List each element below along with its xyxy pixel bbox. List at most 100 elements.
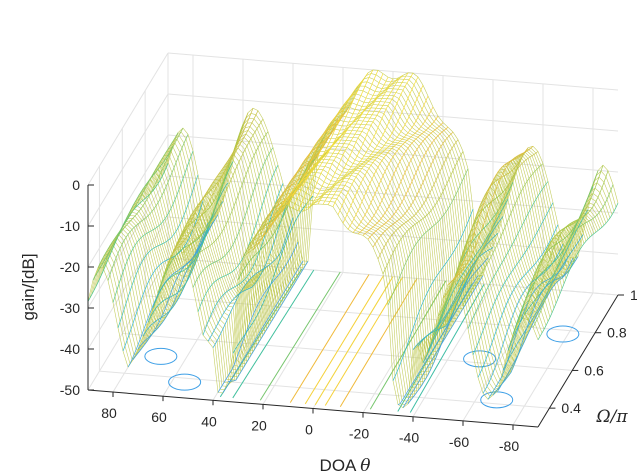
contour-loop: [463, 350, 497, 368]
mesh-column: [392, 208, 474, 381]
mesh-column: [307, 76, 389, 210]
mesh-column: [102, 127, 184, 268]
x-tick-label: -60: [449, 434, 469, 450]
mesh-column: [222, 260, 304, 394]
mesh-column: [462, 163, 544, 305]
mesh-column: [92, 145, 174, 281]
mesh-column: [347, 95, 429, 230]
x-axis-ticks: 80 60 40 20 0 -20 -40 -60 -80: [101, 392, 519, 454]
y-tick-label: 0.8: [607, 325, 627, 341]
mesh-column: [402, 275, 484, 408]
mesh-column: [427, 198, 509, 352]
floor-gridline: [112, 259, 194, 393]
mesh-column: [202, 183, 284, 336]
mesh-column: [232, 195, 314, 354]
mesh-column: [452, 145, 534, 281]
mesh-column: [242, 139, 324, 258]
z-tick-label: -40: [60, 341, 80, 357]
mesh-column: [382, 151, 464, 275]
y-tick-label: 0.4: [561, 400, 581, 416]
mesh-column: [122, 200, 204, 352]
mesh-column: [312, 78, 394, 205]
mesh-column: [337, 76, 419, 216]
surface-mesh: [87, 69, 619, 409]
wall-gridline: [87, 175, 169, 309]
mesh-column: [477, 224, 559, 378]
x-tick-label: 80: [101, 405, 117, 421]
mesh-column: [287, 72, 369, 206]
mesh-column: [372, 131, 454, 248]
y-axis-line: [537, 294, 619, 428]
contour-line: [339, 278, 418, 408]
mesh-column: [322, 75, 404, 205]
y-axis-label: Ω/π: [596, 407, 629, 427]
y-tick-label: 0.6: [584, 362, 604, 378]
mesh-column: [172, 108, 254, 253]
contour-line: [304, 275, 384, 405]
mesh-column: [197, 165, 279, 312]
mesh-column: [107, 134, 189, 281]
z-tick-label: -30: [60, 300, 80, 316]
mesh-column: [472, 202, 554, 355]
mesh-column: [177, 110, 259, 249]
mesh-column: [332, 72, 414, 207]
floor-gridline: [362, 280, 444, 413]
mesh-column: [447, 147, 529, 285]
mesh-column: [97, 132, 179, 268]
mesh-column: [527, 170, 609, 320]
mesh-column: [502, 234, 584, 371]
mesh-column: [397, 275, 479, 405]
contour-loop: [144, 347, 178, 365]
floor-gridline: [462, 288, 544, 422]
contour-loop: [168, 373, 202, 391]
floor-gridline: [512, 292, 594, 426]
mesh-column: [317, 77, 399, 205]
floor-gridline: [162, 263, 244, 397]
z-axis-ticks: 0 -10 -20 -30 -40 -50: [60, 177, 94, 398]
wall-gridline: [87, 134, 169, 268]
wall-gridline: [167, 52, 619, 91]
mesh-column: [342, 85, 424, 224]
mesh-column: [267, 108, 349, 228]
wall-gridline: [167, 134, 619, 173]
x-tick-label: -20: [349, 426, 369, 442]
mesh-column: [262, 114, 344, 237]
mesh-column: [417, 232, 499, 347]
wall-gridline: [87, 52, 169, 186]
mesh-column: [207, 200, 289, 342]
mesh-column: [537, 202, 619, 340]
mesh-column: [352, 106, 434, 233]
mesh-column: [482, 243, 564, 394]
x-tick-label: -40: [399, 430, 419, 446]
mesh-column: [532, 184, 614, 328]
contour-line: [324, 277, 404, 406]
z-tick-label: -20: [60, 259, 80, 275]
mesh-column: [522, 165, 604, 319]
mesh-column: [407, 257, 489, 405]
mesh-column: [217, 241, 299, 393]
mesh-column: [457, 151, 539, 288]
mesh-column: [507, 209, 589, 351]
mesh-column: [182, 118, 264, 254]
z-tick-label: 0: [72, 177, 80, 193]
mesh-column: [292, 69, 374, 209]
mesh-column: [272, 100, 354, 218]
mesh-column: [367, 126, 449, 240]
contour-loop: [546, 325, 580, 343]
mesh-row: [101, 178, 553, 386]
mesh-column: [277, 90, 359, 210]
contour-line: [314, 276, 394, 405]
floor-gridline: [412, 284, 494, 417]
x-tick-label: 40: [201, 413, 217, 429]
mesh-column: [227, 261, 309, 382]
mesh-column: [117, 174, 199, 329]
wall-gridline: [87, 93, 169, 227]
x-tick-label: 60: [151, 409, 167, 425]
mesh-column: [487, 256, 569, 400]
mesh-column: [157, 140, 239, 293]
x-axis-label: DOA θ: [320, 456, 371, 476]
y-axis-ticks: 0.4 0.6 0.8 1: [549, 287, 637, 416]
mesh-column: [192, 147, 274, 288]
contour-line: [289, 274, 370, 403]
